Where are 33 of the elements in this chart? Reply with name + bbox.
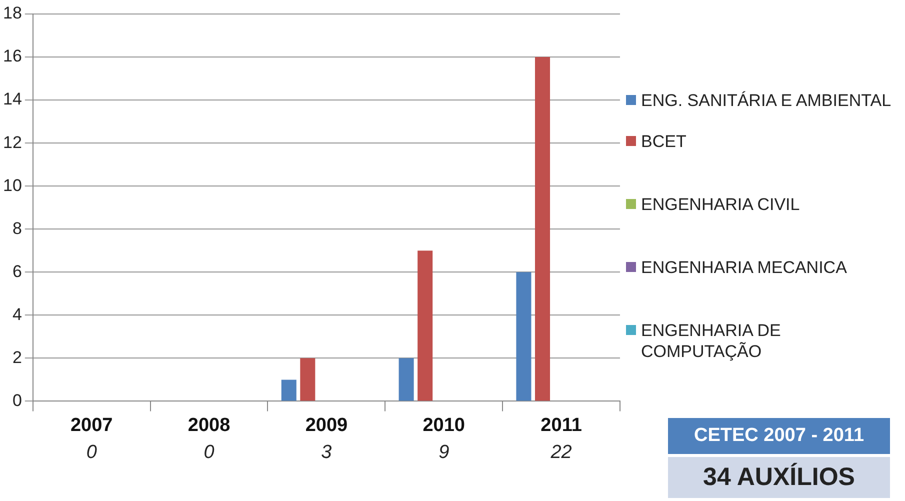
- total-label: 9: [438, 442, 450, 463]
- bar: [398, 358, 414, 401]
- total-label: 3: [321, 442, 332, 463]
- text: CETEC 2007 - 2011: [668, 418, 890, 454]
- y-tick-label: 0: [12, 390, 22, 410]
- x-tick-label: 2011: [540, 414, 582, 436]
- text: 34 AUXÍLIOS: [668, 457, 890, 498]
- y-tick-label: 10: [2, 176, 22, 195]
- y-tick-label: 16: [2, 46, 22, 66]
- y-tick-label: 6: [12, 262, 22, 281]
- x-tick-label: 2009: [305, 414, 348, 436]
- legend-label: ENGENHARIA CIVIL: [641, 194, 800, 215]
- x-tick-label: 2007: [70, 414, 113, 436]
- legend-label: ENGENHARIA MECANICA: [641, 257, 847, 278]
- y-tick-label: 4: [12, 304, 22, 324]
- total-label: 0: [86, 442, 98, 463]
- y-tick-label: 8: [12, 218, 22, 238]
- bar: [300, 358, 316, 401]
- total-label: 0: [204, 442, 215, 463]
- total-label: 22: [550, 442, 572, 463]
- y-tick-label: 18: [2, 4, 22, 23]
- legend-label: BCET: [641, 131, 686, 152]
- bar: [534, 57, 550, 401]
- bar: [418, 250, 433, 401]
- x-tick-label: 2008: [188, 414, 230, 436]
- bar: [516, 272, 532, 401]
- legend-label: ENG. SANITÁRIA E AMBIENTAL: [641, 90, 892, 111]
- y-tick-label: 12: [2, 132, 22, 152]
- y-tick-label: 2: [12, 348, 22, 367]
- y-tick-label: 14: [2, 90, 22, 109]
- legend-label: ENGENHARIA DE COMPUTAÇÃO: [641, 320, 782, 362]
- bar: [281, 380, 296, 401]
- x-tick-label: 2010: [422, 414, 466, 436]
